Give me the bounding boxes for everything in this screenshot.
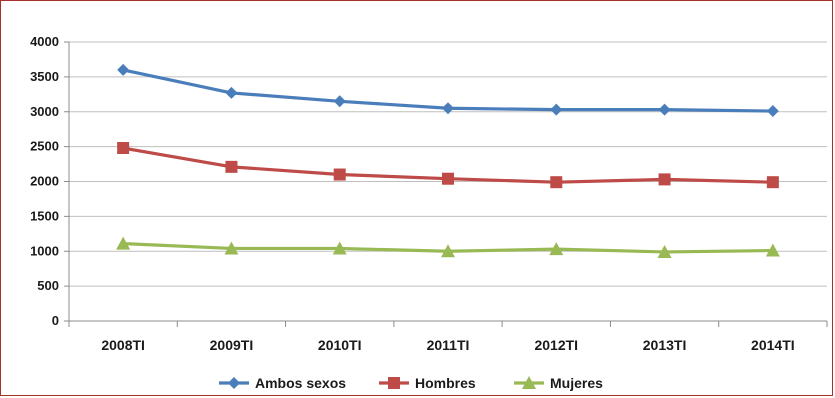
legend-label: Hombres	[415, 375, 476, 391]
data-point	[766, 176, 779, 189]
data-point	[657, 244, 672, 258]
y-tick-label: 1500	[30, 208, 59, 223]
data-point	[225, 160, 238, 173]
legend-marker	[388, 377, 400, 389]
data-point	[117, 63, 130, 76]
data-point	[766, 105, 779, 118]
y-tick-label: 3500	[30, 69, 59, 84]
legend: Ambos sexos Hombres Mujeres	[219, 375, 603, 391]
legend-marker	[228, 377, 240, 389]
legend-item-mujeres: Mujeres	[514, 375, 603, 391]
data-point	[549, 242, 564, 256]
x-tick-label: 2008TI	[101, 337, 145, 353]
series-mujeres	[116, 236, 780, 258]
data-point	[550, 103, 563, 116]
legend-item-ambos-sexos: Ambos sexos	[219, 375, 346, 391]
data-point	[224, 241, 239, 255]
data-point	[333, 168, 346, 181]
y-tick-label: 2000	[30, 174, 59, 189]
data-point	[765, 243, 780, 257]
legend-item-hombres: Hombres	[379, 375, 476, 391]
x-tick-label: 2011TI	[427, 337, 470, 353]
y-tick-label: 2500	[30, 139, 59, 154]
legend-marker	[522, 376, 536, 389]
y-tick-label: 4000	[30, 34, 59, 49]
x-tick-label: 2010TI	[318, 337, 362, 353]
y-axis-ticks: 0 500 1000 1500 2000 2500 3000 3500 4000	[30, 34, 69, 328]
y-tick-label: 0	[52, 313, 59, 328]
data-point	[658, 173, 671, 186]
legend-label: Mujeres	[550, 375, 603, 391]
data-point	[442, 102, 454, 115]
x-tick-label: 2012TI	[534, 337, 578, 353]
axes	[68, 42, 827, 322]
data-point	[441, 244, 455, 258]
data-point	[225, 86, 238, 99]
series-hombres	[117, 142, 779, 189]
x-tick-label: 2014TI	[751, 337, 795, 353]
legend-label: Ambos sexos	[255, 375, 346, 391]
series-ambos-sexos	[117, 63, 779, 118]
data-point	[117, 142, 130, 155]
series-group	[116, 63, 780, 258]
data-point	[116, 236, 131, 250]
data-point	[442, 172, 454, 185]
x-axis-ticks: 2008TI 2009TI 2010TI 2011TI 2012TI 2013TI 2014…	[68, 321, 828, 353]
x-tick-label: 2013TI	[643, 337, 687, 353]
x-tick-label: 2009TI	[210, 337, 254, 353]
y-tick-label: 3000	[30, 104, 59, 119]
data-point	[550, 176, 563, 189]
data-point	[658, 103, 671, 116]
y-tick-label: 500	[37, 278, 59, 293]
y-tick-label: 1000	[30, 243, 59, 258]
data-point	[333, 95, 346, 108]
data-point	[332, 241, 347, 255]
